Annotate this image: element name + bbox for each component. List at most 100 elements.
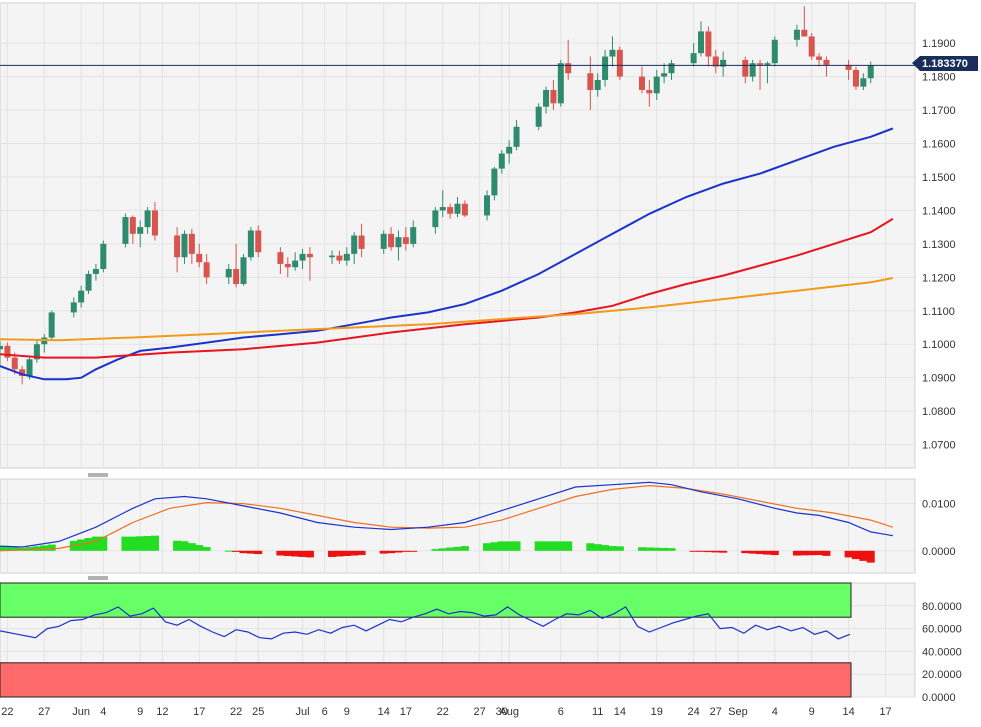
macd-histogram-bar — [704, 550, 713, 553]
x-tick-label: 11 — [592, 706, 603, 718]
macd-histogram-bar — [121, 536, 130, 551]
candle — [535, 103, 542, 131]
candle — [653, 69, 660, 101]
macd-histogram-bar — [859, 550, 868, 561]
candle — [306, 247, 313, 281]
x-tick-label: 27 — [38, 706, 50, 718]
candle — [233, 243, 240, 288]
candle-body — [550, 89, 557, 104]
candle — [484, 190, 491, 221]
x-tick-label: 9 — [809, 706, 815, 718]
macd-histogram-bar — [807, 550, 816, 556]
candle — [292, 252, 299, 271]
macd-histogram-bar — [84, 538, 93, 551]
candle-body — [33, 344, 40, 360]
macd-y-tick-label: 0.0000 — [922, 546, 956, 558]
candle-body — [203, 262, 210, 278]
candle-body — [284, 263, 291, 268]
candle — [277, 247, 284, 274]
panel-resize-handle-2[interactable] — [88, 576, 108, 580]
macd-histogram-bar — [549, 541, 558, 551]
current-price-tag: 1.183370 — [912, 56, 978, 71]
candle-body — [174, 235, 181, 258]
candle-body — [793, 29, 800, 40]
macd-histogram-bar — [298, 550, 307, 557]
rsi-y-tick-label: 60.0000 — [922, 624, 962, 636]
macd-histogram-bar — [379, 550, 388, 554]
price-y-tick-label: 1.1600 — [922, 139, 956, 151]
candle-body — [816, 56, 823, 60]
macd-histogram-bar — [652, 547, 661, 551]
rsi-y-tick-label: 20.0000 — [922, 669, 962, 681]
candle — [225, 263, 232, 285]
candle-body — [808, 36, 815, 57]
macd-histogram-bar — [10, 547, 19, 551]
candle — [565, 39, 572, 80]
macd-histogram-bar — [763, 550, 772, 555]
macd-histogram-bar — [143, 535, 152, 551]
macd-histogram-bar — [357, 550, 366, 556]
candle-body — [395, 237, 402, 248]
macd-histogram-bar — [77, 539, 86, 551]
macd-histogram-bar — [564, 541, 573, 551]
candle-body — [757, 63, 764, 65]
candle-body — [447, 207, 454, 214]
candle-body — [845, 64, 852, 70]
price-y-tick-label: 1.0700 — [922, 440, 956, 452]
macd-histogram-bar — [246, 550, 255, 554]
macd-histogram-bar — [202, 547, 211, 551]
macd-histogram-bar — [741, 550, 750, 554]
macd-histogram-bar — [232, 550, 241, 552]
candle — [852, 66, 859, 90]
candle — [742, 56, 749, 84]
candle — [188, 228, 195, 264]
macd-histogram-bar — [254, 550, 263, 555]
x-tick-label: 17 — [400, 706, 412, 718]
candle — [557, 59, 564, 107]
macd-histogram-bar — [460, 546, 469, 551]
candle-body — [410, 227, 417, 244]
candle-body — [351, 235, 358, 254]
macd-histogram-bar — [239, 550, 248, 554]
candle — [609, 36, 616, 67]
sma50-line — [0, 217, 894, 359]
candle-body — [247, 230, 254, 258]
macd-histogram-bar — [409, 550, 418, 552]
candle-body — [653, 76, 660, 94]
candle-body — [602, 56, 609, 80]
x-tick-label: 4 — [772, 706, 778, 718]
macd-histogram-bar — [224, 550, 233, 552]
candle — [129, 215, 136, 244]
candle — [646, 79, 653, 107]
candle-body — [306, 253, 313, 258]
macd-histogram-bar — [305, 550, 314, 558]
candle — [594, 73, 601, 97]
macd-histogram-bar — [586, 543, 595, 551]
price-y-tick-label: 1.1100 — [922, 306, 955, 318]
candle — [336, 250, 343, 264]
candle — [491, 166, 498, 201]
macd-histogram-bar — [505, 541, 514, 551]
candle — [100, 240, 107, 273]
candle — [698, 21, 705, 57]
x-tick-label: 30 — [496, 706, 508, 718]
candle — [602, 49, 609, 87]
macd-histogram-bar — [608, 546, 617, 551]
candle-body — [225, 268, 232, 278]
candle-body — [402, 237, 409, 244]
panel-resize-handle-1[interactable] — [88, 473, 108, 477]
candle-body — [151, 210, 158, 236]
x-tick-label: 9 — [344, 706, 350, 718]
candle-body — [100, 243, 107, 269]
rsi-oversold-zone — [0, 662, 852, 698]
candle — [240, 253, 247, 286]
candle — [823, 56, 830, 77]
macd-histogram-bar — [342, 550, 351, 556]
price-y-tick-label: 1.1700 — [922, 105, 956, 117]
macd-histogram-bar — [394, 550, 403, 553]
candle-body — [292, 260, 299, 268]
macd-histogram-bar — [844, 550, 853, 558]
macd-signal-line — [0, 484, 894, 552]
candle — [402, 227, 409, 251]
candle — [181, 230, 188, 264]
